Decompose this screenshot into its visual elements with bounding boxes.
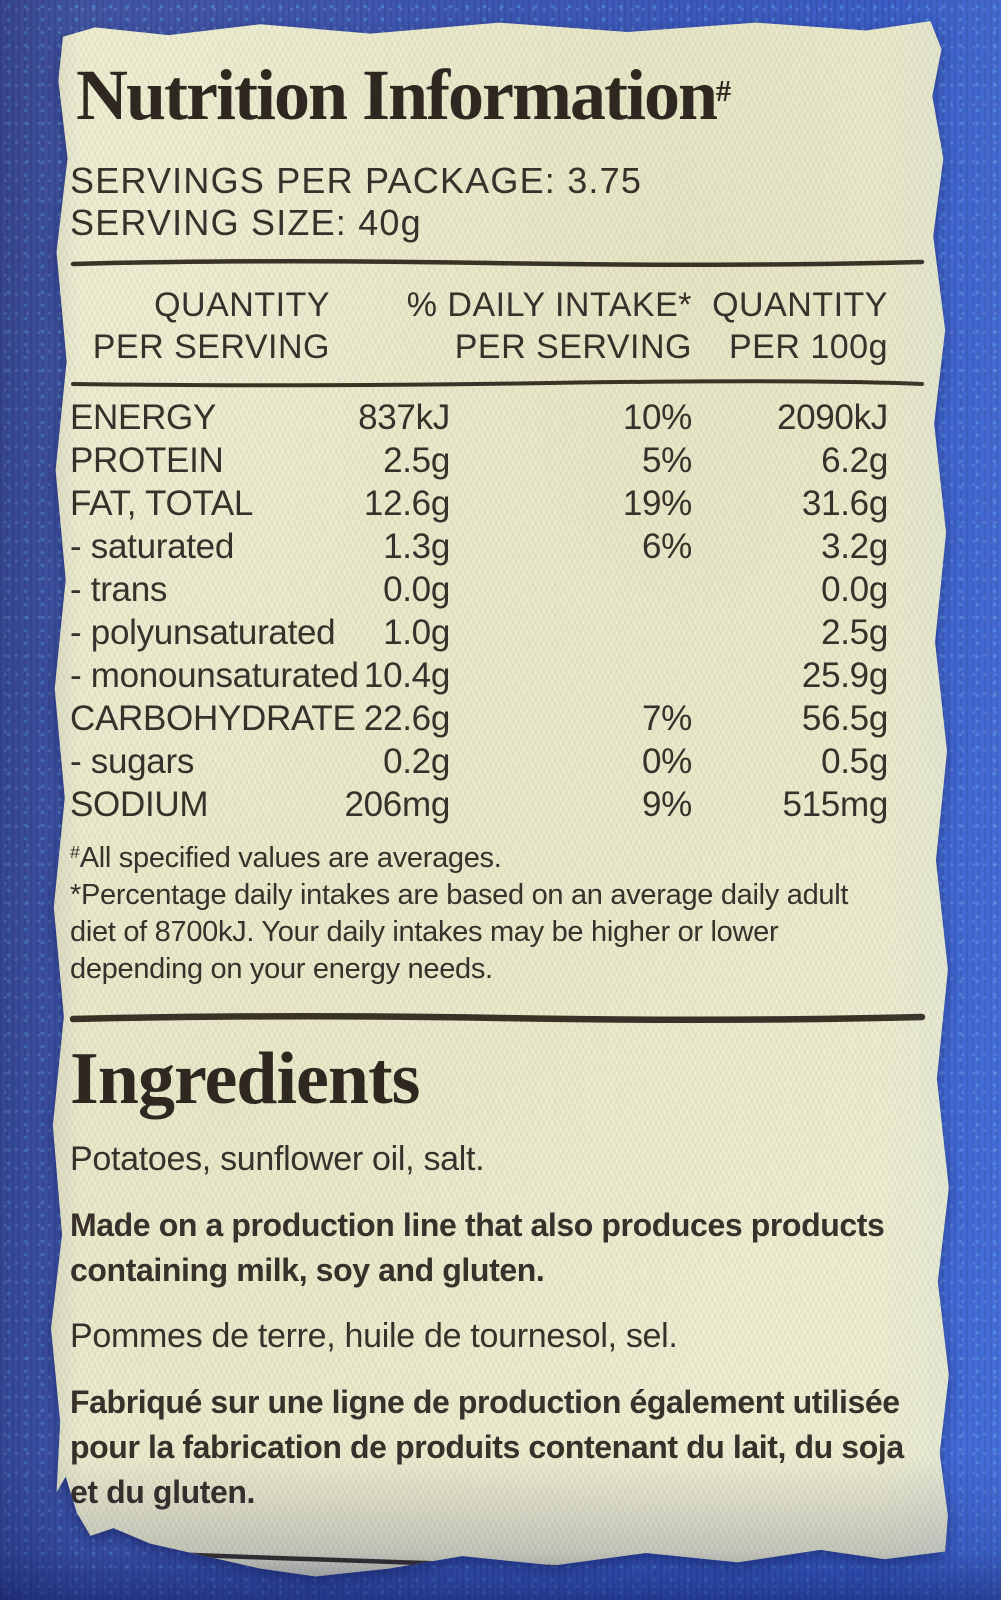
footnote-averages: #All specified values are averages. (70, 834, 890, 877)
nutrient-daily-intake (450, 568, 692, 611)
nutrient-daily-intake: 7% (642, 698, 692, 738)
nutrient-qty-100g: 515mg (782, 784, 888, 824)
nutrient-qty-100g: 6.2g (821, 440, 888, 480)
nutrient-name: ENERGY (70, 397, 217, 437)
nutrient-name: PROTEIN (70, 440, 224, 480)
nutrient-qty-serving: 0.2g (383, 741, 450, 781)
ingredients-list-fr: Pommes de terre, huile de tournesol, sel… (70, 1316, 678, 1355)
nutrient-name: SODIUM (70, 784, 209, 824)
nutrient-name: CARBOHYDRATE (70, 698, 356, 738)
nutrient-daily-intake: 9% (642, 784, 692, 824)
nutrient-qty-100g: 25.9g (801, 655, 888, 695)
footnote-daily-intake-text: Percentage daily intakes are based on an… (70, 878, 849, 985)
nutrient-qty-100g: 3.2g (821, 526, 888, 566)
label-shadow-wrap: Nutrition Information# SERVINGS PER PACK… (40, 18, 958, 1578)
nutrient-qty-100g: 0.0g (821, 569, 888, 609)
table-header-row-1: QUANTITY % DAILY INTAKE* QUANTITY (70, 284, 888, 326)
nutrient-qty-100g: 2.5g (821, 612, 888, 652)
nutrient-qty-serving: 12.6g (363, 483, 450, 523)
table-row: FAT, TOTAL 12.6g 19% 31.6g (70, 482, 888, 525)
table-row: - trans 0.0g 0.0g (70, 568, 888, 611)
allergen-statement-fr: Fabriqué sur une ligne de production éga… (70, 1383, 904, 1510)
footnote-daily-intake: *Percentage daily intakes are based on a… (70, 877, 890, 988)
nutrient-daily-intake: 0% (642, 741, 692, 781)
nutrient-qty-serving: 206mg (344, 784, 450, 824)
nutrient-name: - polyunsaturated (70, 612, 336, 652)
settling-notice: Since this pack is sold by weight, not v… (69, 1567, 925, 1600)
settling-line1-rest: pack is sold by weight, not volume, (215, 1574, 744, 1576)
footnote-averages-text: All specified values are averages. (79, 841, 502, 874)
nutrient-qty-serving: 837kJ (358, 397, 450, 437)
nutrition-label: Nutrition Information# SERVINGS PER PACK… (51, 21, 949, 1577)
nutrition-table: ENERGY 837kJ 10% 2090kJ PROTEIN 2.5g 5% 6.2g F… (70, 396, 888, 826)
divider-rule (70, 256, 926, 270)
table-row: PROTEIN 2.5g 5% 6.2g (70, 439, 888, 482)
nutrient-qty-serving: 1.0g (383, 612, 450, 652)
nutrient-qty-serving: 22.6g (363, 698, 450, 738)
serving-size: SERVING SIZE: 40g (70, 201, 422, 243)
nutrient-qty-serving: 10.4g (363, 655, 450, 695)
nutrient-daily-intake (450, 654, 692, 697)
nutrient-qty-100g: 0.5g (821, 741, 888, 781)
footnote-asterisk-mark: * (70, 878, 81, 911)
table-row: CARBOHYDRATE 22.6g 7% 56.5g (70, 697, 888, 740)
nutrient-daily-intake: 10% (622, 397, 692, 437)
col-daily-intake-subheader: PER SERVING (454, 327, 692, 366)
ingredients-list-en: Potatoes, sunflower oil, salt. (70, 1139, 485, 1178)
table-row: - saturated 1.3g 6% 3.2g (70, 525, 888, 568)
nutrient-qty-100g: 2090kJ (776, 397, 888, 437)
table-header-row-2: PER SERVING PER SERVING PER 100g (70, 326, 888, 368)
table-row: - monounsaturated 10.4g 25.9g (70, 654, 888, 697)
col-daily-intake-header: % DAILY INTAKE* (406, 285, 692, 324)
nutrient-qty-serving: 2.5g (383, 440, 450, 480)
nutrient-qty-100g: 31.6g (801, 483, 888, 523)
table-row: SODIUM 206mg 9% 515mg (70, 783, 888, 826)
servings-per-package: SERVINGS PER PACKAGE: 3.75 (70, 159, 643, 201)
col-quantity-100g-subheader: PER 100g (729, 327, 888, 366)
footnote-hash-mark: # (70, 841, 80, 862)
nutrient-name: - saturated (70, 526, 235, 566)
divider-rule-thick (70, 1010, 926, 1026)
table-row: ENERGY 837kJ 10% 2090kJ (70, 396, 888, 439)
divider-rule (70, 1545, 926, 1577)
divider-rule (70, 378, 926, 390)
bottom-tilted-block: Since this pack is sold by weight, not v… (64, 1545, 926, 1600)
nutrient-qty-100g: 56.5g (801, 698, 888, 738)
nutrient-name: - monounsaturated (70, 655, 359, 695)
settling-prefix: Since (70, 1569, 165, 1600)
nutrient-name: - sugars (70, 741, 195, 781)
allergen-statement-en: Made on a production line that also prod… (70, 1206, 885, 1288)
title-footnote-mark: # (716, 74, 732, 108)
nutrient-name: - trans (70, 569, 168, 609)
footnotes: #All specified values are averages. *Per… (70, 834, 890, 988)
nutrient-name: FAT, TOTAL (70, 483, 254, 523)
nutrient-qty-serving: 1.3g (383, 526, 450, 566)
ingredients-heading: Ingredients (70, 1037, 420, 1120)
nutrient-qty-serving: 0.0g (383, 569, 450, 609)
col-quantity-100g-header: QUANTITY (712, 285, 888, 324)
col-quantity-serving-header: QUANTITY (154, 285, 330, 324)
col-quantity-serving-subheader: PER SERVING (92, 327, 330, 366)
nutrient-daily-intake: 19% (622, 483, 692, 523)
nutrition-title: Nutrition Information# (76, 55, 926, 135)
nutrient-daily-intake: 5% (642, 440, 692, 480)
table-row: - polyunsaturated 1.0g 2.5g (70, 611, 888, 654)
nutrient-daily-intake (450, 611, 692, 654)
settling-italic-word: this (163, 1572, 217, 1600)
table-row: - sugars 0.2g 0% 0.5g (70, 740, 888, 783)
nutrition-title-text: Nutrition Information (76, 55, 718, 135)
nutrient-daily-intake: 6% (642, 526, 692, 566)
